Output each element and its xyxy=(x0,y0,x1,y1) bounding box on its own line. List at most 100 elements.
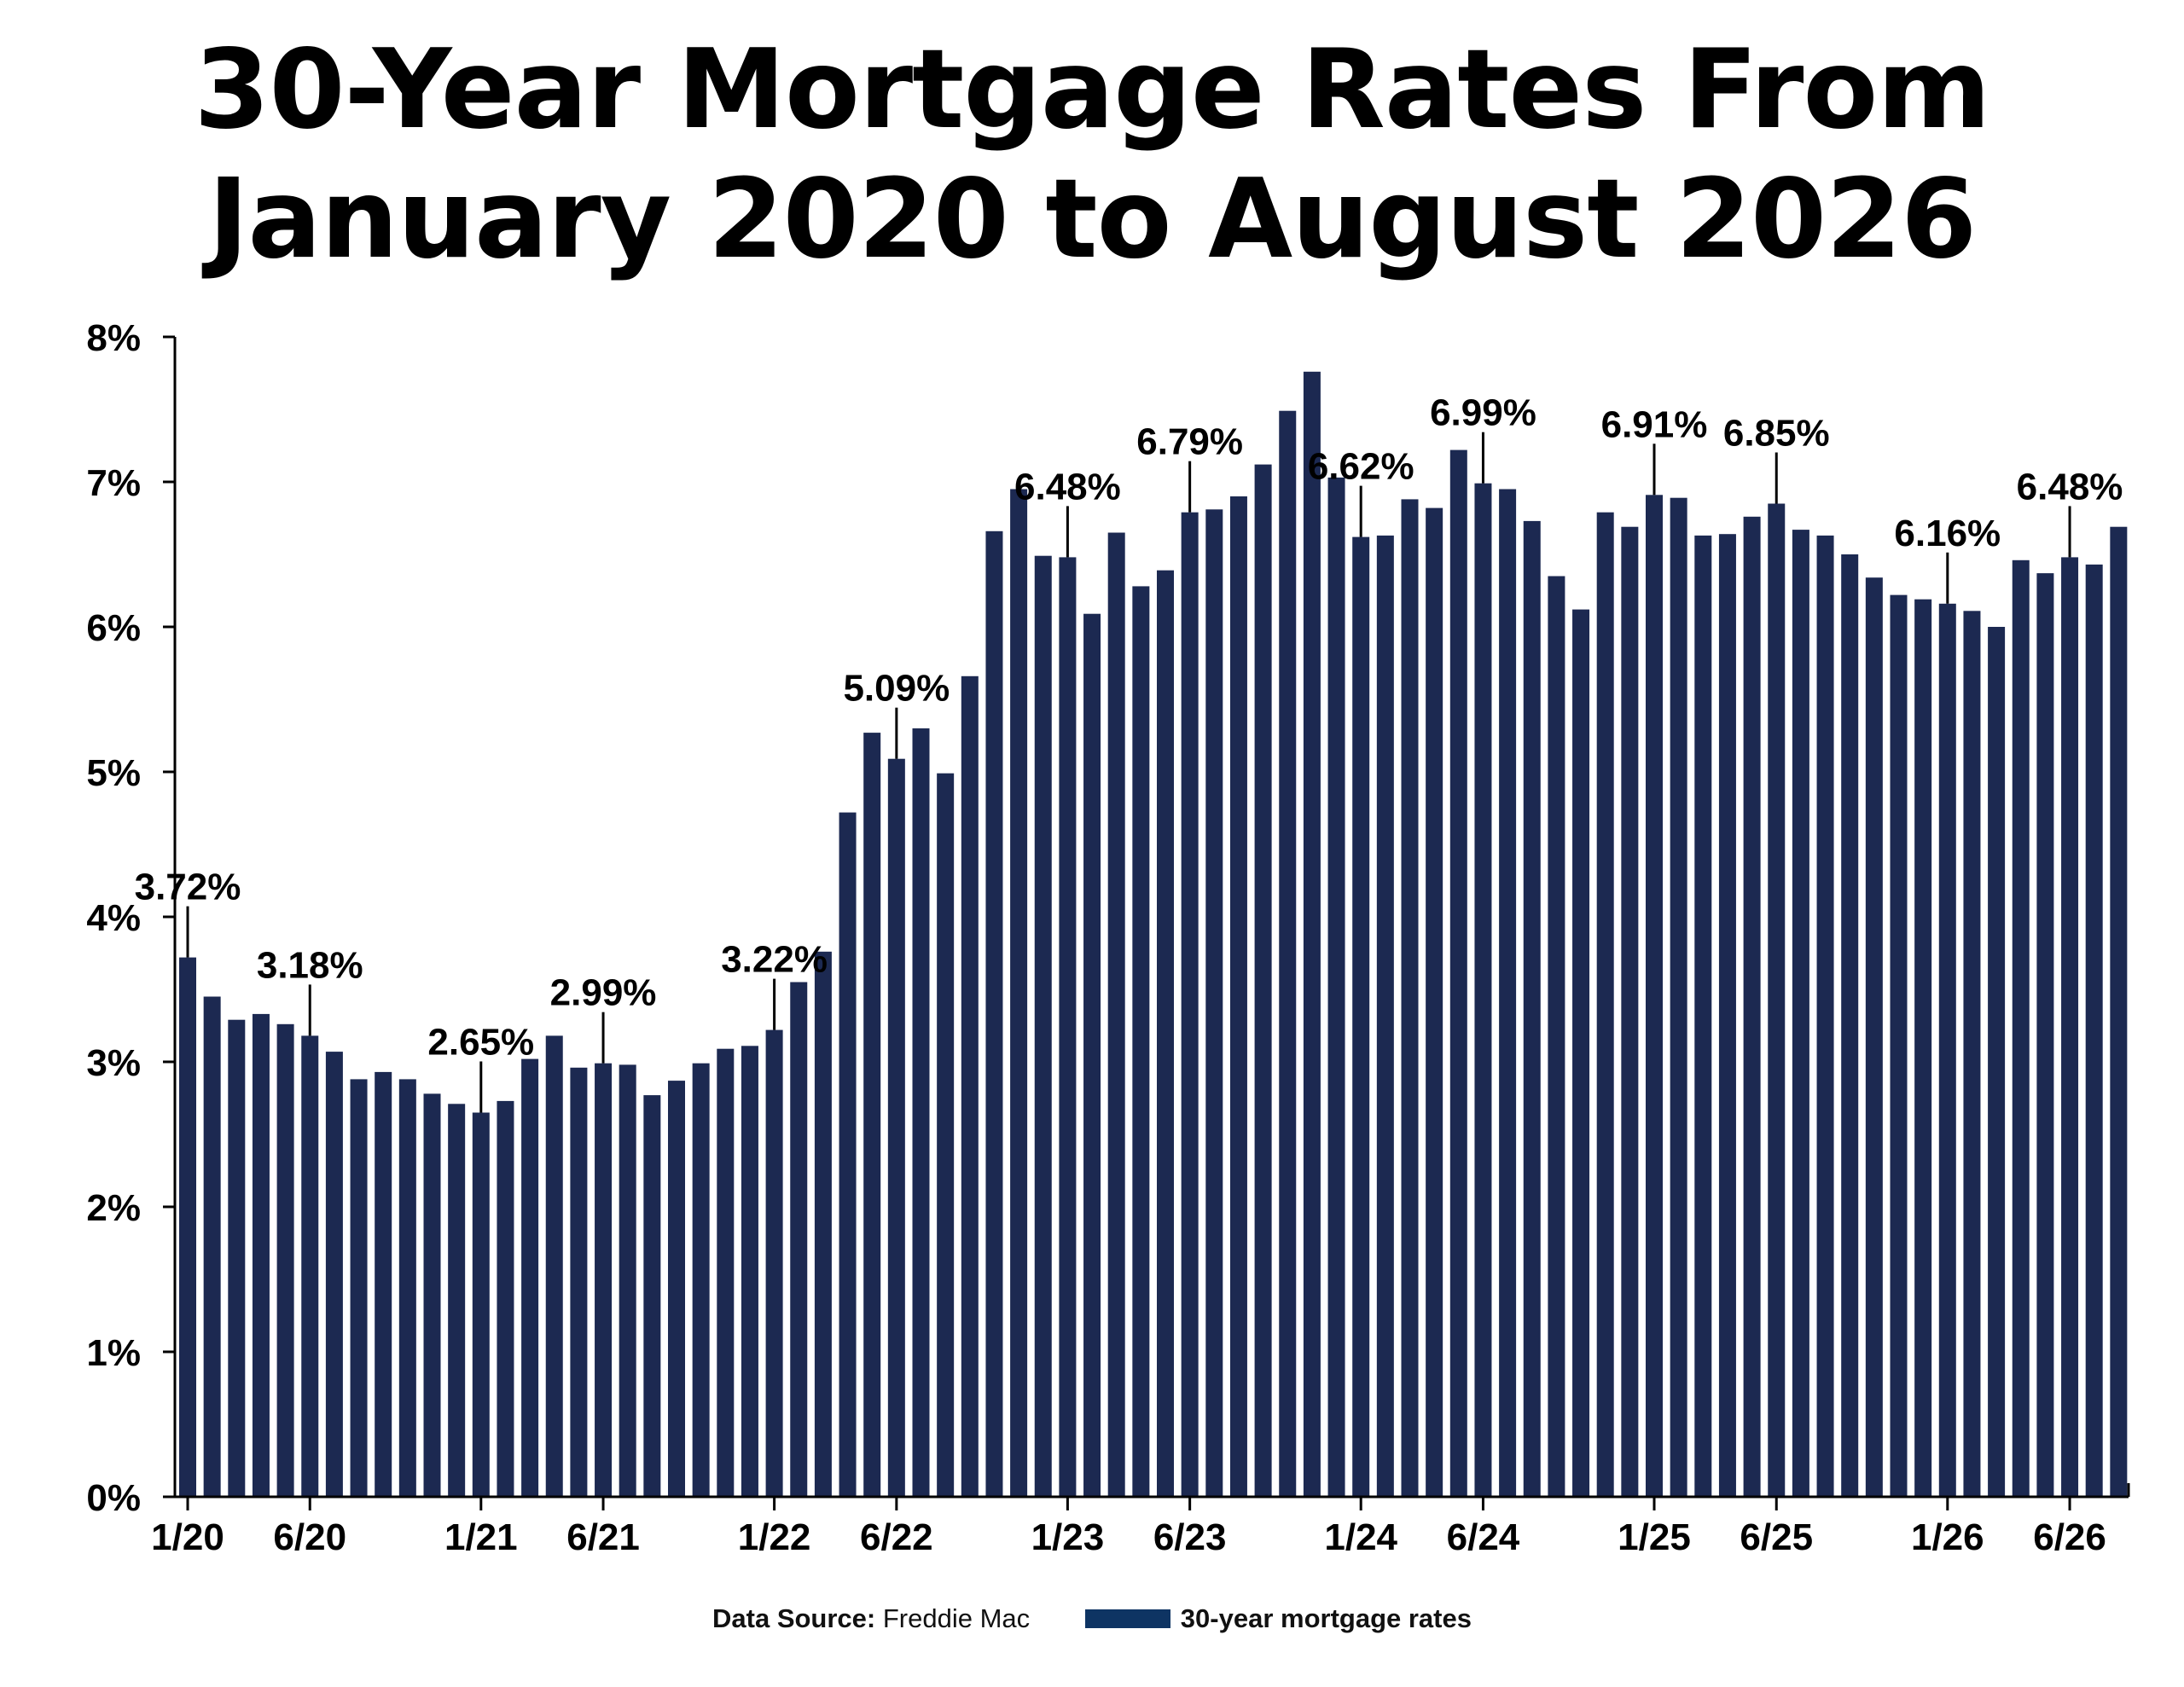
bar xyxy=(1694,535,1712,1497)
bar xyxy=(741,1046,758,1497)
bar xyxy=(765,1029,783,1497)
bar xyxy=(1157,570,1174,1498)
x-tick-label: 6/24 xyxy=(1447,1516,1520,1558)
bar xyxy=(2036,573,2054,1497)
data-label: 3.18% xyxy=(257,944,363,986)
x-tick-label: 6/25 xyxy=(1740,1516,1813,1558)
bar xyxy=(1205,509,1223,1497)
bar xyxy=(1474,483,1492,1498)
bar xyxy=(1572,609,1590,1497)
bar xyxy=(790,982,808,1497)
bar xyxy=(887,758,905,1497)
bar xyxy=(1449,449,1467,1497)
bar xyxy=(1743,516,1761,1497)
source-value: Freddie Mac xyxy=(882,1603,1031,1633)
y-tick-label: 3% xyxy=(86,1042,141,1084)
chart-footer: Data Source: Freddie Mac 30-year mortgag… xyxy=(0,1603,2184,1634)
bar xyxy=(1718,534,1736,1498)
bar xyxy=(398,1079,416,1497)
bar xyxy=(985,530,1003,1497)
bar xyxy=(545,1035,563,1497)
data-label: 6.91% xyxy=(1601,403,1708,445)
bar xyxy=(1792,530,1809,1497)
bar xyxy=(961,675,979,1497)
data-label: 3.72% xyxy=(135,867,241,908)
bar xyxy=(423,1093,441,1497)
bar xyxy=(497,1100,514,1497)
legend-label: 30-year mortgage rates xyxy=(1180,1603,1472,1633)
bar xyxy=(937,773,955,1497)
data-label: 5.09% xyxy=(843,668,950,710)
x-tick-label: 1/24 xyxy=(1324,1516,1397,1558)
bar xyxy=(2012,559,2030,1497)
legend-swatch xyxy=(1084,1609,1170,1628)
data-label: 6.85% xyxy=(1723,413,1830,455)
x-tick-label: 1/25 xyxy=(1618,1516,1691,1558)
chart-title-line-2: January 2020 to August 2026 xyxy=(207,156,1977,283)
bar xyxy=(912,728,930,1497)
x-tick-label: 6/23 xyxy=(1153,1516,1227,1558)
data-label: 3.22% xyxy=(721,939,828,981)
x-tick-label: 1/20 xyxy=(151,1516,224,1558)
bar xyxy=(1621,526,1639,1498)
bar xyxy=(643,1095,661,1497)
bar xyxy=(179,957,196,1497)
bar xyxy=(570,1067,588,1497)
bar xyxy=(350,1079,368,1497)
bar xyxy=(1963,611,1981,1497)
data-label: 6.79% xyxy=(1136,421,1243,463)
bar xyxy=(1841,554,1859,1497)
y-tick-label: 0% xyxy=(86,1477,141,1519)
bar xyxy=(1401,499,1419,1497)
chart-title: 30-Year Mortgage Rates From January 2020… xyxy=(0,26,2184,285)
bar xyxy=(1523,520,1541,1497)
bar xyxy=(1890,594,1908,1497)
bar xyxy=(1327,477,1345,1497)
bar xyxy=(1670,497,1687,1498)
bar xyxy=(1426,507,1443,1497)
bar xyxy=(1107,532,1125,1497)
bar xyxy=(863,733,881,1497)
bar xyxy=(1083,613,1101,1498)
x-tick-label: 6/21 xyxy=(566,1516,640,1558)
x-tick-label: 6/22 xyxy=(860,1516,933,1558)
bar xyxy=(276,1023,294,1497)
bar xyxy=(2085,564,2103,1497)
bar xyxy=(1352,536,1370,1497)
bar xyxy=(692,1063,710,1497)
y-tick-label: 6% xyxy=(86,607,141,649)
x-tick-label: 1/21 xyxy=(444,1516,518,1558)
bar xyxy=(301,1035,319,1497)
chart-title-line-1: 30-Year Mortgage Rates From xyxy=(194,26,1990,154)
bar xyxy=(1499,489,1517,1497)
x-tick-label: 6/26 xyxy=(2033,1516,2106,1558)
bar xyxy=(1010,489,1028,1497)
x-tick-label: 1/26 xyxy=(1911,1516,1984,1558)
bar xyxy=(203,996,221,1497)
bar xyxy=(1816,535,1834,1497)
y-tick-label: 7% xyxy=(86,462,141,504)
bar xyxy=(1132,586,1150,1497)
data-label: 6.48% xyxy=(1014,466,1121,507)
bar xyxy=(1914,599,1932,1498)
bar xyxy=(325,1052,343,1497)
bar xyxy=(1254,464,1272,1497)
x-tick-label: 1/22 xyxy=(738,1516,811,1558)
bar xyxy=(375,1071,392,1497)
bar xyxy=(1376,535,1394,1497)
data-label: 6.48% xyxy=(2017,466,2123,507)
bar xyxy=(1303,371,1321,1497)
legend: 30-year mortgage rates xyxy=(1084,1603,1472,1634)
x-tick-label: 6/20 xyxy=(273,1516,346,1558)
data-label: 6.99% xyxy=(1430,392,1536,434)
bar xyxy=(619,1064,636,1497)
bar xyxy=(1938,603,1956,1497)
y-tick-label: 1% xyxy=(86,1332,141,1374)
bar xyxy=(717,1048,735,1497)
bar xyxy=(472,1112,490,1497)
source-label: Data Source: xyxy=(712,1603,876,1633)
bar xyxy=(2061,557,2079,1497)
data-label: 2.65% xyxy=(427,1022,534,1064)
bar xyxy=(521,1058,539,1497)
